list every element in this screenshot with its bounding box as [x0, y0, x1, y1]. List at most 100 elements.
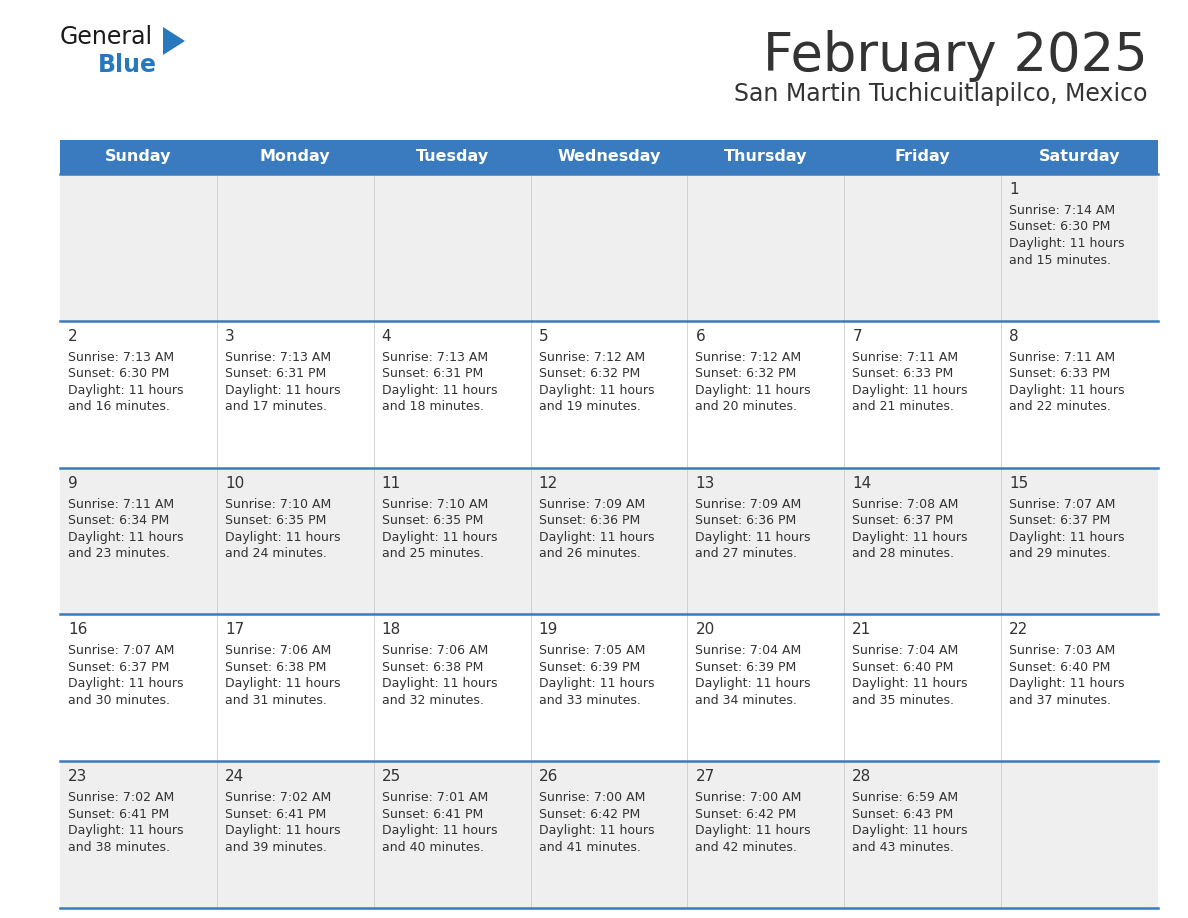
- Text: and 37 minutes.: and 37 minutes.: [1009, 694, 1111, 707]
- Text: and 23 minutes.: and 23 minutes.: [68, 547, 170, 560]
- Text: 15: 15: [1009, 476, 1029, 490]
- Text: Sunrise: 7:00 AM: Sunrise: 7:00 AM: [695, 791, 802, 804]
- Text: Daylight: 11 hours: Daylight: 11 hours: [68, 384, 183, 397]
- Text: Sunrise: 6:59 AM: Sunrise: 6:59 AM: [852, 791, 959, 804]
- Text: Daylight: 11 hours: Daylight: 11 hours: [1009, 531, 1125, 543]
- Text: Sunrise: 7:04 AM: Sunrise: 7:04 AM: [695, 644, 802, 657]
- Text: 11: 11: [381, 476, 402, 490]
- Text: Daylight: 11 hours: Daylight: 11 hours: [852, 824, 968, 837]
- Text: and 24 minutes.: and 24 minutes.: [225, 547, 327, 560]
- Text: Daylight: 11 hours: Daylight: 11 hours: [68, 531, 183, 543]
- Text: 10: 10: [225, 476, 244, 490]
- Text: 20: 20: [695, 622, 715, 637]
- Text: Sunset: 6:41 PM: Sunset: 6:41 PM: [225, 808, 327, 821]
- Text: Sunset: 6:41 PM: Sunset: 6:41 PM: [68, 808, 169, 821]
- Text: Daylight: 11 hours: Daylight: 11 hours: [695, 384, 811, 397]
- Text: Sunrise: 7:07 AM: Sunrise: 7:07 AM: [68, 644, 175, 657]
- Text: Sunset: 6:42 PM: Sunset: 6:42 PM: [538, 808, 640, 821]
- Text: and 35 minutes.: and 35 minutes.: [852, 694, 954, 707]
- Text: Sunrise: 7:11 AM: Sunrise: 7:11 AM: [68, 498, 175, 510]
- Bar: [531, 140, 688, 174]
- Text: Sunset: 6:41 PM: Sunset: 6:41 PM: [381, 808, 484, 821]
- Text: 2: 2: [68, 329, 77, 344]
- Bar: [374, 140, 531, 174]
- Polygon shape: [163, 27, 185, 55]
- Text: San Martin Tuchicuitlapilco, Mexico: San Martin Tuchicuitlapilco, Mexico: [734, 82, 1148, 106]
- Text: Daylight: 11 hours: Daylight: 11 hours: [538, 677, 655, 690]
- Text: Sunset: 6:33 PM: Sunset: 6:33 PM: [852, 367, 954, 380]
- Text: Sunset: 6:30 PM: Sunset: 6:30 PM: [68, 367, 170, 380]
- Text: Sunrise: 7:11 AM: Sunrise: 7:11 AM: [852, 351, 959, 364]
- Text: Sunset: 6:37 PM: Sunset: 6:37 PM: [852, 514, 954, 527]
- Text: Daylight: 11 hours: Daylight: 11 hours: [695, 824, 811, 837]
- Text: Sunset: 6:42 PM: Sunset: 6:42 PM: [695, 808, 797, 821]
- Text: and 26 minutes.: and 26 minutes.: [538, 547, 640, 560]
- Text: 14: 14: [852, 476, 872, 490]
- Text: Daylight: 11 hours: Daylight: 11 hours: [68, 824, 183, 837]
- Text: General: General: [61, 25, 153, 49]
- Text: and 16 minutes.: and 16 minutes.: [68, 400, 170, 413]
- Text: Sunset: 6:38 PM: Sunset: 6:38 PM: [225, 661, 327, 674]
- Text: Daylight: 11 hours: Daylight: 11 hours: [538, 384, 655, 397]
- Text: Sunrise: 7:02 AM: Sunrise: 7:02 AM: [68, 791, 175, 804]
- Text: Sunset: 6:31 PM: Sunset: 6:31 PM: [225, 367, 327, 380]
- Text: and 38 minutes.: and 38 minutes.: [68, 841, 170, 854]
- Text: Sunrise: 7:13 AM: Sunrise: 7:13 AM: [225, 351, 331, 364]
- Text: Sunrise: 7:01 AM: Sunrise: 7:01 AM: [381, 791, 488, 804]
- Text: and 17 minutes.: and 17 minutes.: [225, 400, 327, 413]
- Text: 27: 27: [695, 769, 715, 784]
- Text: Thursday: Thursday: [725, 150, 808, 164]
- Text: Sunset: 6:30 PM: Sunset: 6:30 PM: [1009, 220, 1111, 233]
- Text: Daylight: 11 hours: Daylight: 11 hours: [538, 531, 655, 543]
- Text: Daylight: 11 hours: Daylight: 11 hours: [225, 531, 340, 543]
- Text: Sunset: 6:39 PM: Sunset: 6:39 PM: [538, 661, 640, 674]
- Text: 23: 23: [68, 769, 88, 784]
- Text: 1: 1: [1009, 182, 1019, 197]
- Text: Daylight: 11 hours: Daylight: 11 hours: [1009, 237, 1125, 250]
- Text: and 43 minutes.: and 43 minutes.: [852, 841, 954, 854]
- Text: Daylight: 11 hours: Daylight: 11 hours: [225, 384, 340, 397]
- Text: Daylight: 11 hours: Daylight: 11 hours: [1009, 677, 1125, 690]
- Text: Friday: Friday: [895, 150, 950, 164]
- Text: and 33 minutes.: and 33 minutes.: [538, 694, 640, 707]
- Text: Sunset: 6:43 PM: Sunset: 6:43 PM: [852, 808, 954, 821]
- Text: Daylight: 11 hours: Daylight: 11 hours: [538, 824, 655, 837]
- Bar: [688, 140, 845, 174]
- Text: and 40 minutes.: and 40 minutes.: [381, 841, 484, 854]
- Bar: [217, 140, 374, 174]
- Text: 26: 26: [538, 769, 558, 784]
- Text: Sunrise: 7:04 AM: Sunrise: 7:04 AM: [852, 644, 959, 657]
- Text: Monday: Monday: [260, 150, 330, 164]
- Text: Sunrise: 7:10 AM: Sunrise: 7:10 AM: [225, 498, 331, 510]
- Text: Sunset: 6:37 PM: Sunset: 6:37 PM: [68, 661, 170, 674]
- Text: Daylight: 11 hours: Daylight: 11 hours: [852, 677, 968, 690]
- Text: 24: 24: [225, 769, 244, 784]
- Text: Sunset: 6:31 PM: Sunset: 6:31 PM: [381, 367, 484, 380]
- Text: Daylight: 11 hours: Daylight: 11 hours: [381, 531, 498, 543]
- Text: and 15 minutes.: and 15 minutes.: [1009, 253, 1111, 266]
- Text: Sunrise: 7:07 AM: Sunrise: 7:07 AM: [1009, 498, 1116, 510]
- Bar: [61, 320, 1158, 467]
- Text: Sunrise: 7:12 AM: Sunrise: 7:12 AM: [695, 351, 802, 364]
- Text: Tuesday: Tuesday: [416, 150, 488, 164]
- Text: 9: 9: [68, 476, 77, 490]
- Text: Sunset: 6:34 PM: Sunset: 6:34 PM: [68, 514, 169, 527]
- Text: and 25 minutes.: and 25 minutes.: [381, 547, 484, 560]
- Text: and 19 minutes.: and 19 minutes.: [538, 400, 640, 413]
- Text: Sunrise: 7:03 AM: Sunrise: 7:03 AM: [1009, 644, 1116, 657]
- Text: Daylight: 11 hours: Daylight: 11 hours: [695, 531, 811, 543]
- Text: 5: 5: [538, 329, 548, 344]
- Text: Sunrise: 7:09 AM: Sunrise: 7:09 AM: [538, 498, 645, 510]
- Text: 3: 3: [225, 329, 234, 344]
- Bar: [61, 467, 1158, 614]
- Text: Sunset: 6:40 PM: Sunset: 6:40 PM: [852, 661, 954, 674]
- Bar: [1001, 140, 1158, 174]
- Text: Sunrise: 7:05 AM: Sunrise: 7:05 AM: [538, 644, 645, 657]
- Text: 13: 13: [695, 476, 715, 490]
- Text: and 18 minutes.: and 18 minutes.: [381, 400, 484, 413]
- Text: Sunset: 6:35 PM: Sunset: 6:35 PM: [225, 514, 327, 527]
- Text: and 20 minutes.: and 20 minutes.: [695, 400, 797, 413]
- Text: and 31 minutes.: and 31 minutes.: [225, 694, 327, 707]
- Text: and 32 minutes.: and 32 minutes.: [381, 694, 484, 707]
- Text: 17: 17: [225, 622, 244, 637]
